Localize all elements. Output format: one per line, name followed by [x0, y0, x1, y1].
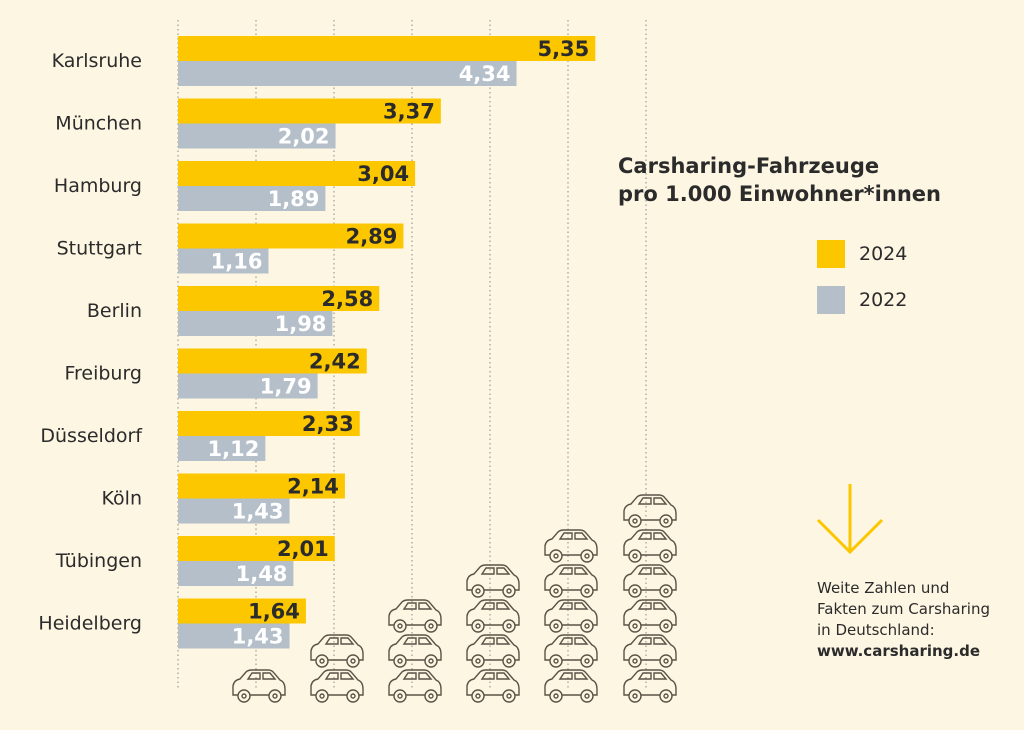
car-outline-icon: [623, 634, 677, 668]
legend-item-2022: 2022: [817, 286, 907, 314]
value-label-2022-6: 1,12: [208, 437, 260, 461]
value-label-2022-1: 2,02: [278, 125, 330, 149]
bar-2024-4: [178, 286, 380, 311]
car-outline-icon: [544, 529, 598, 563]
bar-2022-2: [178, 186, 326, 211]
bar-2024-0: [178, 36, 596, 61]
value-label-2022-2: 1,89: [268, 187, 320, 211]
bar-2024-1: [178, 98, 441, 124]
category-labels: Karlsruhe München Hamburg Stuttgart Berlin Fr…: [38, 50, 143, 635]
legend-item-2024: 2024: [817, 240, 907, 268]
value-label-2022-3: 1,16: [211, 250, 263, 274]
car-outline-icon: [544, 634, 598, 668]
category-label-1: München: [55, 113, 142, 135]
bar-2024-3: [178, 223, 404, 249]
value-label-2024-9: 1,64: [248, 600, 300, 624]
car-outline-icon: [544, 669, 598, 703]
value-label-2022-4: 1,98: [275, 312, 327, 336]
value-label-2022-8: 1,48: [236, 562, 288, 586]
bar-2022-6: [178, 436, 266, 461]
value-label-2024-6: 2,33: [302, 412, 354, 436]
value-label-2024-3: 2,89: [346, 225, 398, 249]
bar-2022-8: [178, 561, 294, 586]
footer-note-line-3: in Deutschland:: [817, 621, 935, 639]
value-label-2024-2: 3,04: [357, 162, 409, 186]
value-label-2022-5: 1,79: [260, 375, 312, 399]
legend-swatch-2022: [817, 286, 845, 314]
car-outline-icon: [466, 634, 520, 668]
car-outline-icon: [623, 529, 677, 563]
bars: 5,35 4,34 3,37 2,02 3,04 1,89 2,89 1,16 2,581,98…: [178, 36, 596, 649]
bar-2022-1: [178, 123, 336, 149]
bar-2024-7: [178, 473, 345, 499]
category-label-4: Berlin: [87, 300, 142, 322]
car-outline-icon: [623, 494, 677, 528]
car-outline-icon: [466, 599, 520, 633]
car-outline-icon: [623, 599, 677, 633]
value-label-2022-7: 1,43: [232, 500, 284, 524]
legend-label-2024: 2024: [859, 243, 908, 265]
bar-2024-5: [178, 348, 367, 374]
value-label-2024-0: 5,35: [537, 37, 589, 61]
bar-2022-5: [178, 373, 318, 399]
category-label-5: Freiburg: [64, 363, 142, 385]
car-outline-icon: [388, 669, 442, 703]
car-outline-icon: [388, 634, 442, 668]
value-label-2024-4: 2,58: [321, 287, 373, 311]
bar-2022-7: [178, 498, 290, 524]
bar-2022-0: [178, 61, 517, 86]
category-label-3: Stuttgart: [57, 238, 142, 260]
bar-2024-9: [178, 598, 306, 624]
arrow-down-icon: [816, 484, 884, 555]
value-label-2024-1: 3,37: [383, 100, 435, 124]
category-label-9: Heidelberg: [38, 613, 142, 635]
car-stacks: [232, 494, 677, 703]
car-outline-icon: [544, 599, 598, 633]
bar-2022-4: [178, 311, 333, 336]
car-outline-icon: [623, 669, 677, 703]
value-label-2024-8: 2,01: [277, 537, 329, 561]
category-label-6: Düsseldorf: [40, 425, 143, 447]
category-label-8: Tübingen: [55, 550, 142, 572]
bar-2022-3: [178, 248, 269, 274]
value-label-2022-0: 4,34: [459, 62, 511, 86]
car-outline-icon: [544, 564, 598, 598]
category-label-2: Hamburg: [54, 175, 142, 197]
legend-swatch-2024: [817, 240, 845, 268]
chart-title-line-2: pro 1.000 Einwohner*innen: [618, 182, 941, 206]
value-label-2024-7: 2,14: [287, 475, 339, 499]
category-label-0: Karlsruhe: [52, 50, 142, 72]
car-outline-icon: [232, 669, 286, 703]
category-label-7: Köln: [102, 488, 142, 510]
car-outline-icon: [310, 634, 364, 668]
value-label-2022-9: 1,43: [232, 625, 284, 649]
bar-2022-9: [178, 623, 290, 649]
car-outline-icon: [466, 564, 520, 598]
chart-title: Carsharing-Fahrzeuge pro 1.000 Einwohner…: [618, 152, 941, 208]
footer-note-line-1: Weite Zahlen und: [817, 579, 950, 597]
car-outline-icon: [466, 669, 520, 703]
footer-note: Weite Zahlen und Fakten zum Carsharing i…: [817, 578, 990, 662]
car-outline-icon: [310, 669, 364, 703]
chart-title-line-1: Carsharing-Fahrzeuge: [618, 154, 880, 178]
value-label-2024-5: 2,42: [309, 350, 361, 374]
bar-2024-8: [178, 536, 335, 561]
footer-link[interactable]: www.carsharing.de: [817, 642, 981, 660]
bar-2024-6: [178, 411, 360, 436]
car-outline-icon: [623, 564, 677, 598]
bar-2024-2: [178, 161, 416, 186]
legend-label-2022: 2022: [859, 289, 908, 311]
car-outline-icon: [388, 599, 442, 633]
footer-note-line-2: Fakten zum Carsharing: [817, 600, 990, 618]
